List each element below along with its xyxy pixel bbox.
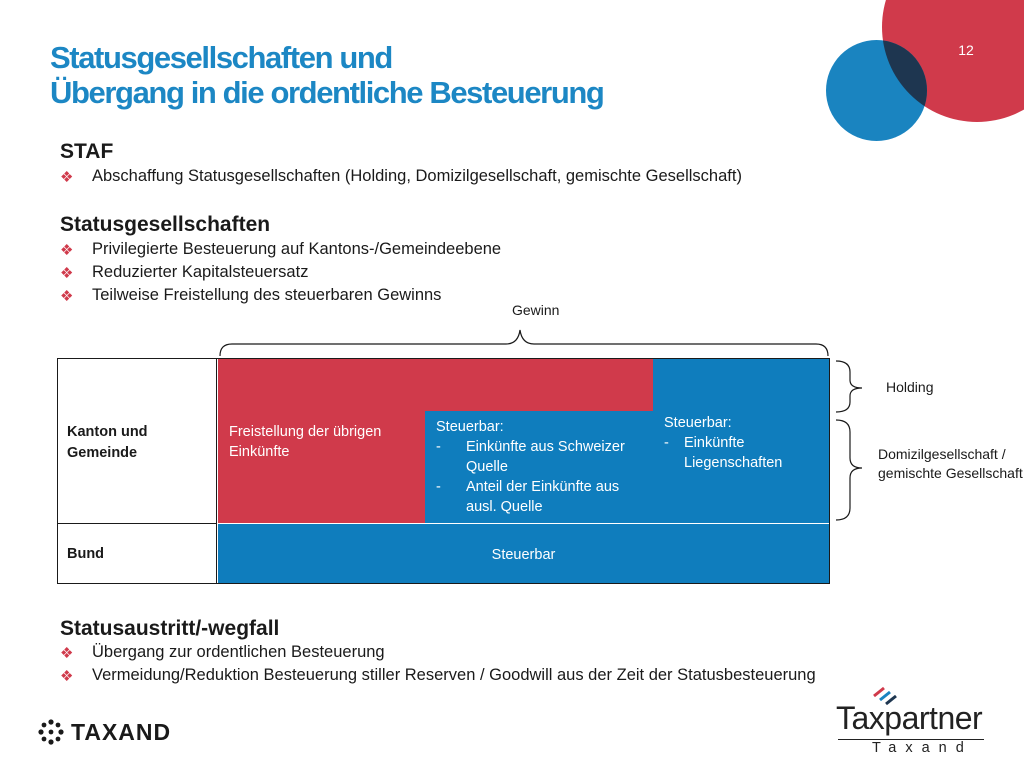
diamond-bullet-icon: ❖ [60, 168, 74, 186]
steuerbar-liegenschaften-text: Steuerbar: - Einkünfte Liegenschaften [664, 413, 824, 473]
row-label-bund: Bund [67, 546, 105, 562]
diamond-bullet-icon: ❖ [60, 264, 74, 282]
taxand-logo: TAXAND [71, 719, 172, 745]
freistellung-text: Freistellung der übrigen Einkünfte [229, 424, 382, 460]
bullet-item: ❖ Teilweise Freistellung des steuerbaren… [60, 286, 442, 305]
diamond-bullet-icon: ❖ [60, 241, 74, 259]
taxpartner-stripes-icon [873, 686, 897, 706]
heading-statusaustritt: Statusaustritt/-wegfall [60, 617, 280, 640]
bullet-item: ❖ Übergang zur ordentlichen Besteuerung [60, 643, 385, 662]
steuerbar-quelle-text: Steuerbar: - Einkünfte aus Schweizer Quel… [436, 417, 648, 517]
bund-steuerbar-cell [218, 524, 829, 583]
gewinn-label: Gewinn [512, 302, 560, 318]
steuerbar-quelle-cell [425, 411, 653, 523]
heading-statusgesellschaften: Statusgesellschaften [60, 213, 271, 236]
diamond-bullet-icon: ❖ [60, 644, 74, 662]
list-item: - Einkünfte aus Schweizer Quelle [436, 439, 625, 475]
taxpartner-logo: Taxpartner [836, 700, 983, 736]
taxpartner-subtitle: Taxand [872, 740, 973, 756]
bullet-item: ❖ Vermeidung/Reduktion Besteuerung still… [60, 666, 816, 685]
steuerbar-liegenschaften-cell [653, 359, 829, 523]
decorative-overlap [882, 40, 927, 122]
heading-staf: STAF [60, 140, 114, 163]
title-line-1: Statusgesellschaften und [50, 40, 393, 75]
bullet-item: ❖ Reduzierter Kapitalsteuersatz [60, 263, 309, 282]
list-item: - Einkünfte Liegenschaften [664, 435, 783, 471]
slide-title: Statusgesellschaften und Übergang in die… [50, 40, 605, 110]
taxand-dots-icon [38, 719, 64, 745]
logo-divider [838, 739, 984, 740]
diamond-bullet-icon: ❖ [60, 667, 74, 685]
bullet-item: ❖ Privilegierte Besteuerung auf Kantons-… [60, 240, 502, 259]
title-line-2: Übergang in die ordentliche Besteuerung [50, 75, 605, 110]
bullet-item: ❖ Abschaffung Statusgesellschaften (Hold… [60, 167, 742, 186]
diamond-bullet-icon: ❖ [60, 287, 74, 305]
page-number: 12 [958, 42, 974, 58]
column-divider [216, 358, 217, 584]
domizil-label: Domizilgesellschaft / gemischte Gesellsc… [878, 446, 1023, 481]
gewinn-brace-icon [219, 329, 829, 357]
freistellung-cell [218, 359, 653, 411]
list-item: - Anteil der Einkünfte aus ausl. Quelle [436, 479, 620, 515]
row-divider [57, 523, 217, 524]
row-label-kanton: Kanton und Gemeinde [67, 424, 148, 461]
holding-label: Holding [886, 379, 934, 395]
freistellung-cell [218, 411, 425, 523]
bund-steuerbar-text: Steuerbar [491, 547, 556, 563]
right-brace-icon [835, 360, 863, 521]
decorative-blue-circle [826, 40, 927, 141]
